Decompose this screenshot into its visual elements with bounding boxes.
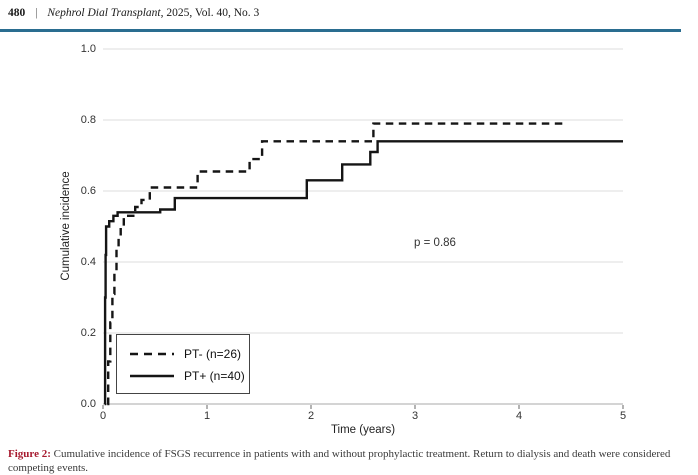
legend-label-pt-minus: PT- (n=26) <box>184 347 242 361</box>
x-tick-label: 3 <box>411 410 419 422</box>
y-tick-label: 0.2 <box>80 326 96 339</box>
header-separator: | <box>35 7 38 19</box>
header-rule <box>0 29 681 32</box>
p-value-annotation: p = 0.86 <box>414 237 456 249</box>
journal-meta: , 2025, Vol. 40, No. 3 <box>160 7 260 19</box>
x-tick-label: 0 <box>99 410 107 422</box>
journal-title: Nephrol Dial Transplant <box>47 7 161 19</box>
page-number: 480 <box>8 7 26 19</box>
legend-entry-pt-plus: PT+ (n=40) <box>129 365 249 387</box>
y-tick-label: 1.0 <box>80 42 96 55</box>
legend-entry-pt-minus: PT- (n=26) <box>129 343 249 365</box>
cumulative-incidence-plot <box>102 48 624 409</box>
figure-caption-text: Cumulative incidence of FSGS recurrence … <box>8 448 671 475</box>
figure-caption: Figure 2: Cumulative incidence of FSGS r… <box>8 447 686 475</box>
x-tick-label: 5 <box>619 410 627 422</box>
legend-box: PT- (n=26) PT+ (n=40) <box>116 334 250 394</box>
solid-line-sample <box>130 374 174 378</box>
figure-caption-label: Figure 2: <box>8 448 51 460</box>
journal-header: 480 | Nephrol Dial Transplant, 2025, Vol… <box>8 7 690 19</box>
y-tick-label: 0.6 <box>80 184 96 197</box>
x-tick-label: 4 <box>515 410 523 422</box>
y-axis-title: Cumulative incidence <box>60 171 72 281</box>
x-tick-label: 2 <box>307 410 315 422</box>
legend-label-pt-plus: PT+ (n=40) <box>184 369 245 383</box>
y-tick-label: 0.4 <box>80 255 96 268</box>
x-tick-label: 1 <box>203 410 211 422</box>
y-tick-label: 0.0 <box>80 397 96 410</box>
y-tick-label: 0.8 <box>80 113 96 126</box>
x-axis-title: Time (years) <box>330 424 396 436</box>
dashed-line-sample <box>130 352 174 356</box>
